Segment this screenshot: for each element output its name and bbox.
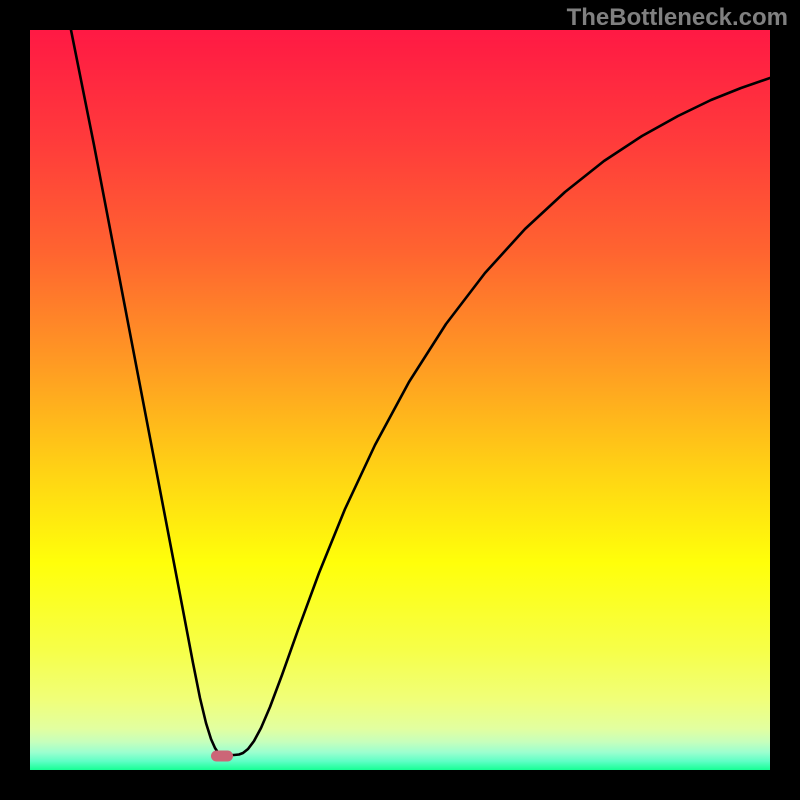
optimum-marker	[211, 751, 233, 762]
plot-svg	[30, 30, 770, 770]
watermark-text: TheBottleneck.com	[567, 4, 788, 32]
plot-area	[30, 30, 770, 770]
chart-frame: TheBottleneck.com	[0, 0, 800, 800]
